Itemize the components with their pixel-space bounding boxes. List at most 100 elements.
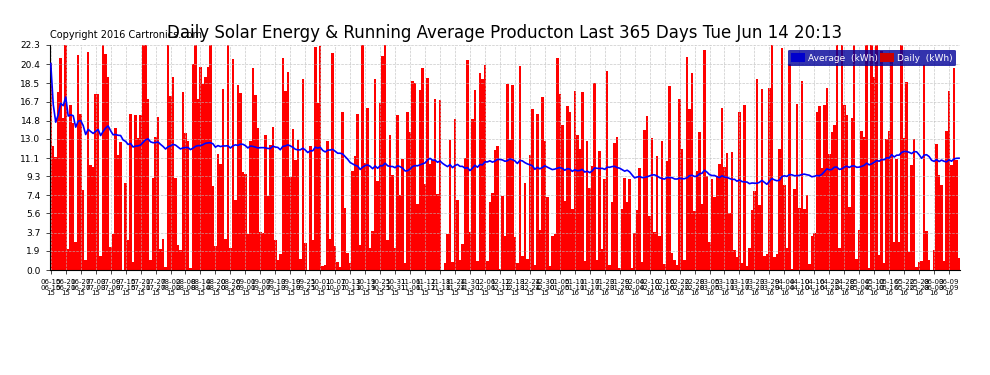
Bar [104, 54, 107, 270]
Bar [184, 133, 187, 270]
Bar [581, 92, 583, 270]
Bar [251, 68, 254, 270]
Bar [721, 108, 724, 270]
Bar [57, 92, 59, 270]
Bar [159, 249, 161, 270]
Bar [878, 255, 880, 270]
Bar [952, 68, 955, 270]
Bar [773, 258, 775, 270]
Bar [561, 126, 563, 270]
Bar [369, 248, 371, 270]
Bar [688, 109, 691, 270]
Bar [74, 242, 77, 270]
Bar [621, 209, 624, 270]
Bar [599, 151, 601, 270]
Bar [461, 244, 463, 270]
Bar [571, 209, 573, 270]
Bar [816, 112, 818, 270]
Bar [59, 58, 62, 270]
Bar [650, 138, 653, 270]
Bar [274, 240, 276, 270]
Bar [793, 189, 796, 270]
Bar [89, 165, 92, 270]
Bar [673, 260, 676, 270]
Bar [885, 139, 888, 270]
Bar [448, 140, 451, 270]
Bar [955, 160, 957, 270]
Bar [768, 88, 770, 270]
Bar [609, 266, 611, 270]
Bar [558, 94, 561, 270]
Bar [506, 84, 509, 270]
Bar [783, 185, 786, 270]
Bar [734, 251, 736, 270]
Bar [631, 268, 634, 270]
Bar [304, 243, 307, 270]
Bar [359, 245, 361, 270]
Bar [102, 45, 104, 270]
Bar [529, 155, 531, 270]
Bar [69, 105, 72, 270]
Bar [763, 256, 765, 270]
Bar [209, 45, 212, 270]
Bar [204, 77, 207, 270]
Bar [601, 249, 604, 270]
Bar [414, 83, 417, 270]
Bar [245, 174, 247, 270]
Bar [711, 179, 713, 270]
Bar [371, 231, 374, 270]
Bar [264, 135, 266, 270]
Bar [197, 99, 199, 270]
Bar [551, 236, 553, 270]
Bar [322, 266, 324, 270]
Bar [115, 128, 117, 270]
Legend: Average  (kWh), Daily  (kWh): Average (kWh), Daily (kWh) [788, 50, 955, 66]
Bar [135, 115, 137, 270]
Bar [806, 195, 808, 270]
Bar [217, 154, 219, 270]
Bar [634, 233, 636, 270]
Bar [611, 202, 614, 270]
Bar [539, 230, 542, 270]
Bar [706, 176, 708, 270]
Bar [348, 263, 351, 270]
Bar [232, 59, 235, 270]
Bar [130, 114, 132, 270]
Bar [916, 267, 918, 270]
Title: Daily Solar Energy & Running Average Producton Last 365 Days Tue Jun 14 20:13: Daily Solar Energy & Running Average Pro… [167, 24, 842, 42]
Bar [386, 240, 389, 270]
Bar [933, 251, 936, 270]
Bar [107, 77, 109, 270]
Bar [417, 204, 419, 270]
Bar [526, 259, 529, 270]
Bar [855, 259, 858, 270]
Bar [337, 262, 339, 270]
Bar [379, 103, 381, 270]
Bar [376, 182, 379, 270]
Bar [366, 108, 369, 270]
Bar [235, 200, 237, 270]
Bar [724, 167, 726, 270]
Bar [351, 171, 354, 270]
Bar [726, 153, 729, 270]
Bar [880, 51, 883, 270]
Bar [823, 105, 826, 270]
Bar [466, 60, 468, 270]
Bar [261, 233, 264, 270]
Bar [140, 115, 142, 270]
Bar [496, 146, 499, 270]
Bar [516, 263, 519, 270]
Bar [644, 130, 645, 270]
Bar [865, 45, 868, 270]
Bar [458, 260, 461, 270]
Bar [154, 137, 156, 270]
Bar [224, 240, 227, 270]
Bar [741, 263, 743, 270]
Bar [681, 148, 683, 270]
Bar [489, 202, 491, 270]
Bar [271, 128, 274, 270]
Bar [945, 131, 947, 270]
Bar [451, 262, 453, 270]
Bar [586, 141, 588, 270]
Bar [863, 137, 865, 270]
